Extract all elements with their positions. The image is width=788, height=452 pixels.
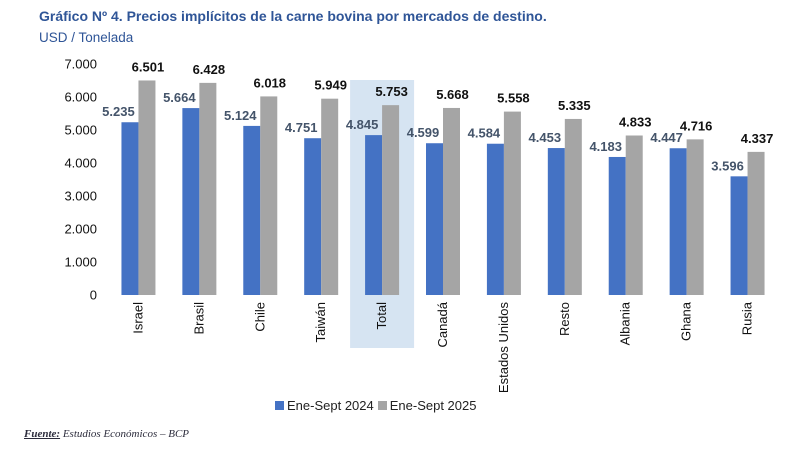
data-label-2025: 4.716: [680, 118, 713, 133]
y-tick-label: 5.000: [64, 123, 97, 138]
x-category-label: Resto: [557, 302, 572, 336]
y-tick-label: 1.000: [64, 255, 97, 270]
chart-title: Gráfico Nº 4. Precios implícitos de la c…: [39, 8, 547, 24]
bar-2024: [243, 125, 261, 296]
y-tick-label: 3.000: [64, 189, 97, 204]
data-label-2024: 4.751: [285, 120, 318, 135]
legend-swatch-2025: [377, 401, 387, 410]
chart-subtitle: USD / Tonelada: [39, 30, 134, 45]
x-category-label: Estados Unidos: [496, 302, 511, 394]
bar-2025: [564, 118, 582, 295]
legend-label-2024: Ene-Sept 2024: [287, 398, 374, 413]
bar-2024: [365, 135, 383, 295]
data-label-2025: 5.668: [436, 87, 469, 102]
x-category-label: Albania: [618, 301, 633, 345]
x-category-label: Rusia: [740, 301, 755, 335]
legend-swatch-2024: [275, 401, 284, 410]
bar-2025: [443, 107, 460, 296]
data-label-2025: 6.428: [193, 62, 226, 77]
y-tick-label: 4.000: [64, 156, 97, 171]
data-label-2025: 4.337: [741, 131, 774, 146]
data-label-2025: 5.558: [497, 91, 530, 106]
data-label-2025: 5.753: [375, 84, 408, 99]
data-label-2024: 4.453: [529, 130, 562, 145]
data-label-2024: 4.845: [346, 117, 379, 132]
legend-item-2024: Ene-Sept 2024: [275, 398, 374, 413]
y-tick-label: 0: [90, 288, 97, 303]
bar-2024: [182, 108, 200, 295]
data-label-2024: 4.584: [468, 126, 501, 141]
bar-2024: [608, 156, 626, 295]
bar-2025: [625, 135, 643, 295]
source-label: Fuente:: [24, 428, 61, 440]
data-label-2024: 4.447: [650, 130, 683, 145]
bar-2025: [321, 98, 339, 295]
x-category-label: Total: [374, 302, 389, 330]
source-note: Fuente: Estudios Económicos – BCP: [24, 428, 189, 440]
bar-2024: [547, 148, 565, 295]
data-label-2024: 5.124: [224, 108, 257, 123]
y-tick-label: 7.000: [64, 57, 97, 72]
y-tick-label: 2.000: [64, 222, 97, 237]
bar-2025: [503, 111, 521, 295]
data-label-2024: 5.664: [163, 90, 196, 105]
source-text: Estudios Económicos – BCP: [60, 428, 189, 440]
data-label-2025: 6.018: [253, 75, 286, 90]
bar-2025: [747, 151, 765, 295]
chart-legend: Ene-Sept 2024 Ene-Sept 2025: [275, 398, 480, 413]
bar-2025: [686, 139, 704, 295]
x-category-label: Brasil: [191, 302, 206, 335]
legend-label-2025: Ene-Sept 2025: [389, 398, 477, 413]
bar-2025: [138, 80, 156, 295]
x-category-label: Taiwán: [313, 302, 328, 342]
bar-2024: [486, 143, 504, 295]
data-label-2025: 6.501: [132, 59, 165, 74]
data-label-2025: 5.949: [314, 78, 347, 93]
x-category-label: Israel: [130, 302, 145, 334]
bar-2024: [304, 138, 322, 295]
bar-2024: [730, 176, 748, 295]
data-label-2024: 3.596: [711, 158, 744, 173]
x-category-label: Ghana: [679, 301, 694, 341]
bar-2025: [260, 96, 278, 295]
data-label-2024: 5.235: [102, 104, 135, 119]
x-category-label: Canadá: [435, 301, 450, 347]
x-category-label: Chile: [252, 302, 267, 332]
y-tick-label: 6.000: [64, 90, 97, 105]
data-label-2025: 4.833: [619, 115, 652, 130]
data-label-2024: 4.599: [407, 125, 440, 140]
data-label-2025: 5.335: [558, 98, 591, 113]
legend-item-2025: Ene-Sept 2025: [377, 398, 477, 413]
bar-2025: [199, 82, 217, 295]
bar-2024: [426, 143, 443, 295]
bar-2025: [382, 105, 400, 295]
data-label-2024: 4.183: [589, 139, 622, 154]
bar-2024: [121, 122, 139, 296]
bar-2024: [669, 148, 687, 295]
